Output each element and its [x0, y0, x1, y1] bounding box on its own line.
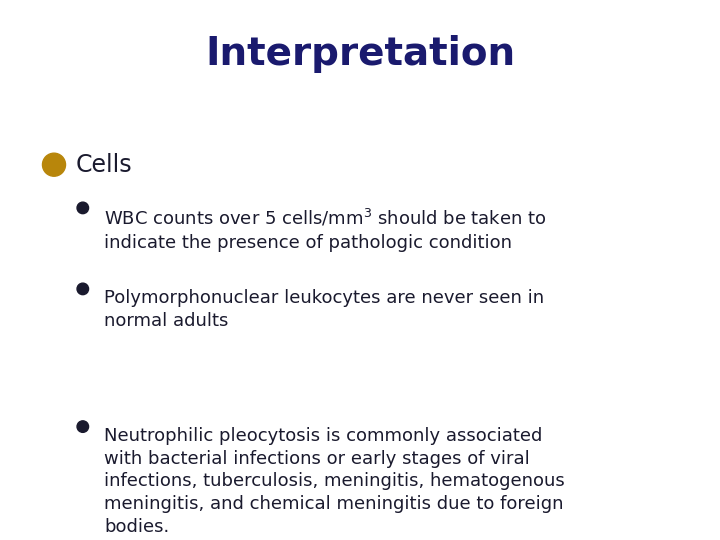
Ellipse shape [77, 421, 89, 433]
Text: WBC counts over 5 cells/mm$^{3}$ should be taken to
indicate the presence of pat: WBC counts over 5 cells/mm$^{3}$ should … [104, 208, 547, 252]
Ellipse shape [42, 153, 66, 176]
Ellipse shape [77, 202, 89, 214]
Text: Interpretation: Interpretation [205, 35, 515, 73]
Ellipse shape [77, 283, 89, 295]
Text: Cells: Cells [76, 153, 132, 177]
Text: Polymorphonuclear leukocytes are never seen in
normal adults: Polymorphonuclear leukocytes are never s… [104, 289, 544, 330]
Text: Neutrophilic pleocytosis is commonly associated
with bacterial infections or ear: Neutrophilic pleocytosis is commonly ass… [104, 427, 565, 536]
